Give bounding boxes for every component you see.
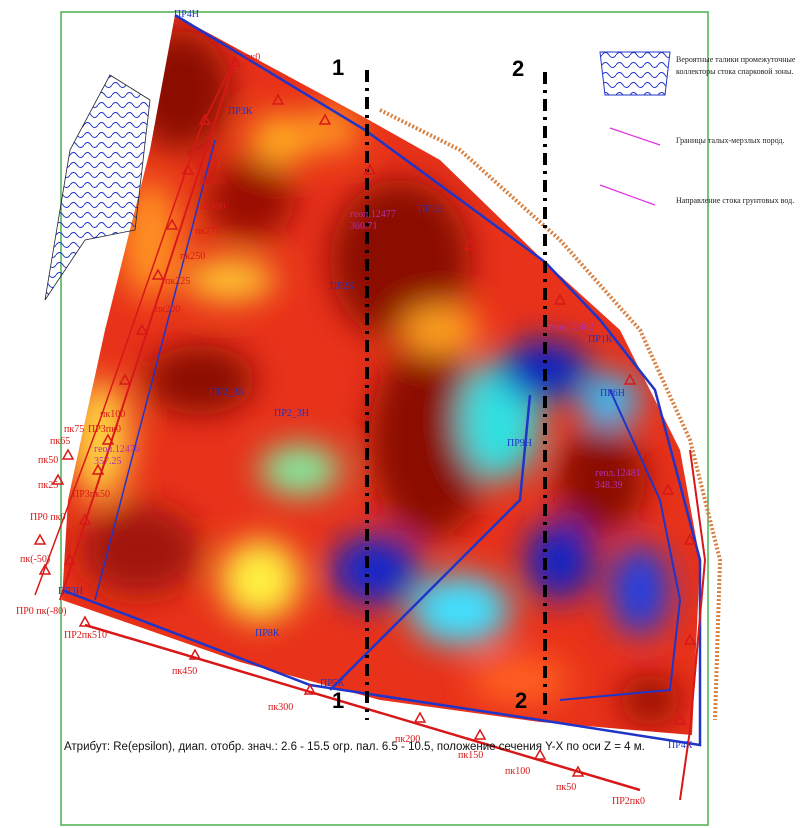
station-marker (463, 238, 477, 250)
station-label: пк200 (395, 734, 420, 745)
station-label: пк(-50) (20, 554, 50, 565)
station-label: пк100 (505, 766, 530, 777)
station-marker (533, 748, 547, 760)
station-marker (683, 633, 697, 645)
profile-label: ПР6Н (600, 388, 625, 399)
station-marker (51, 473, 65, 485)
borehole-label: геол.12477 (350, 209, 396, 220)
station-marker (571, 765, 585, 777)
profile-label: ПР3К (228, 106, 253, 117)
profile-label: ПР5К (320, 678, 345, 689)
station-label: ПР3пк50 (72, 489, 110, 500)
station-marker (165, 218, 179, 230)
station-marker (61, 448, 75, 460)
station-label: пк300 (200, 201, 225, 212)
station-marker (228, 55, 242, 67)
station-label: пк200 (155, 304, 180, 315)
station-marker (33, 533, 47, 545)
station-label: ПР3пк0 (88, 424, 121, 435)
station-markers (33, 55, 697, 777)
profile-label: ПР2_3Н (274, 408, 309, 419)
borehole-label: геол.12481 (595, 468, 641, 479)
legend-text: Границы талых-мерзлых пород. (676, 136, 785, 145)
station-label: ПР0 пк(-80) (16, 606, 66, 617)
station-marker (318, 113, 332, 125)
legend-text: Направление стока грунтовых вод. (676, 196, 794, 205)
station-marker (198, 113, 212, 125)
station-marker (91, 463, 105, 475)
station-label: ПР0 пк0 (30, 512, 66, 523)
section-marker: 2 (512, 56, 524, 81)
profile-label: ПР4Н (174, 9, 199, 20)
profile-label: ПР3Н (58, 586, 83, 597)
frame (60, 11, 709, 826)
station-marker (473, 728, 487, 740)
station-label: пк100 (100, 409, 125, 420)
station-label: ПР2пк510 (64, 630, 107, 641)
profile-label: ПР1К (588, 334, 613, 345)
legend-text: коллекторы стока спарковой зоны. (676, 67, 793, 76)
station-label: пк50 (38, 455, 58, 466)
profile-label: ПР2_3К (210, 387, 245, 398)
station-label: пк250 (180, 251, 205, 262)
station-marker (623, 373, 637, 385)
station-label: ПР2пк0 (612, 796, 645, 807)
section-marker: 2 (515, 688, 527, 713)
station-marker (363, 163, 377, 175)
profile-label: ПР2К (330, 281, 355, 292)
borehole-label: 360.71 (350, 221, 378, 232)
borehole-label: геол.12482 (548, 322, 594, 333)
station-marker (78, 513, 92, 525)
station-marker (553, 293, 567, 305)
station-marker (413, 711, 427, 723)
station-marker (303, 683, 317, 695)
caption: Атрибут: Re(epsilon), диап. отобр. знач.… (64, 741, 645, 753)
station-label: пк65 (50, 436, 70, 447)
section-marker: 1 (332, 688, 344, 713)
section-marker: 1 (332, 55, 344, 80)
station-label: пк50 (556, 782, 576, 793)
station-label: пк25 (38, 480, 58, 491)
station-marker (135, 323, 149, 335)
profile-label: ПР1Н (418, 204, 443, 215)
station-marker (188, 648, 202, 660)
station-marker (38, 563, 52, 575)
station-marker (683, 533, 697, 545)
station-marker (78, 615, 92, 627)
station-label: пк275 (195, 226, 220, 237)
station-marker (118, 373, 132, 385)
station-label: пк225 (165, 276, 190, 287)
station-marker (181, 163, 195, 175)
station-marker (271, 93, 285, 105)
station-marker (63, 553, 77, 565)
station-label: пк0 (245, 52, 260, 63)
station-marker (101, 433, 115, 445)
station-label: пк450 (172, 666, 197, 677)
station-label: пк300 (268, 702, 293, 713)
borehole-label: 357.25 (94, 456, 122, 467)
station-marker (673, 713, 687, 725)
site-lines (34, 13, 723, 801)
legend-text: Вероятные талики промежуточные (676, 55, 796, 64)
profile-label: ПР9Н (507, 438, 532, 449)
profile-label: ПР8К (255, 628, 280, 639)
station-label: пк75 (64, 424, 84, 435)
borehole-label: 348.39 (595, 480, 623, 491)
station-label: пк325 (200, 176, 225, 187)
borehole-label: геол.12476 (94, 444, 140, 455)
station-marker (151, 268, 165, 280)
profile-label: ПР4К (668, 740, 693, 751)
station-marker (661, 483, 675, 495)
station-label: пк150 (458, 750, 483, 761)
